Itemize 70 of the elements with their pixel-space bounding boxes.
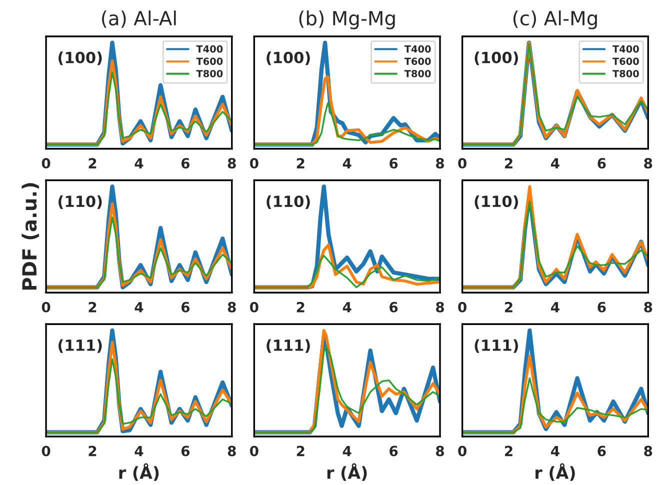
x-tick-label: 4 — [342, 446, 352, 456]
x-tick-label: 4 — [551, 158, 560, 168]
x-tick-label: 2 — [296, 158, 304, 168]
legend-label: T600 — [196, 58, 223, 65]
x-tick-label: 0 — [458, 446, 466, 456]
x-tick-label: 2 — [505, 446, 512, 456]
x-tick-label: 2 — [505, 158, 512, 168]
x-tick-label: 4 — [134, 158, 144, 168]
annotation: (100) — [266, 51, 310, 66]
legend-label: T600 — [404, 58, 431, 65]
chart-title: (a) Al-Al — [102, 10, 176, 28]
x-tick-label: 0 — [42, 446, 50, 456]
annotation: (100) — [58, 51, 102, 66]
legend-label: T600 — [612, 58, 639, 65]
x-tick-label: 8 — [436, 302, 444, 312]
x-tick-label: 8 — [228, 302, 236, 312]
x-tick-label: 6 — [390, 446, 398, 456]
x-tick-label: 4 — [342, 302, 352, 312]
x-tick-label: 8 — [228, 446, 236, 456]
x-tick-label: 2 — [88, 158, 96, 168]
x-tick-label: 2 — [296, 446, 304, 456]
annotation: (100) — [474, 51, 518, 66]
x-tick-label: 4 — [342, 158, 352, 168]
x-tick-label: 2 — [505, 302, 512, 312]
x-tick-label: 6 — [181, 158, 190, 169]
x-tick-label: 8 — [644, 302, 652, 312]
x-tick-label: 6 — [181, 302, 190, 312]
x-axis-title: r (Å) — [119, 463, 159, 481]
chart-title: (c) Al-Mg — [513, 10, 597, 30]
x-tick-label: 6 — [181, 446, 190, 456]
x-tick-label: 0 — [250, 302, 258, 312]
annotation: (111) — [266, 339, 310, 353]
x-tick-label: 4 — [551, 302, 560, 312]
x-tick-label: 2 — [88, 302, 96, 312]
annotation: (111) — [58, 339, 102, 353]
x-tick-label: 6 — [598, 302, 606, 312]
x-tick-label: 2 — [88, 446, 96, 456]
y-axis-title: PDF (a.u.) — [22, 183, 40, 290]
legend-label: T800 — [404, 70, 431, 78]
x-tick-label: 0 — [458, 158, 466, 169]
legend-label: T400 — [404, 45, 431, 53]
legend-label: T400 — [196, 45, 223, 53]
x-tick-label: 4 — [134, 302, 144, 312]
x-tick-label: 8 — [436, 446, 444, 456]
annotation: (110) — [58, 195, 102, 209]
legend-label: T800 — [612, 70, 639, 78]
x-tick-label: 0 — [42, 302, 50, 312]
x-tick-label: 4 — [134, 446, 144, 456]
x-tick-label: 6 — [390, 158, 398, 169]
x-tick-label: 8 — [644, 446, 652, 456]
legend-label: T800 — [196, 70, 223, 78]
x-tick-label: 8 — [436, 158, 444, 169]
legend-label: T400 — [612, 45, 639, 53]
x-tick-label: 6 — [598, 158, 606, 169]
x-tick-label: 8 — [644, 158, 652, 169]
annotation: (110) — [474, 195, 518, 209]
x-tick-label: 0 — [250, 446, 258, 456]
annotation: (110) — [266, 195, 310, 209]
x-tick-label: 0 — [458, 302, 466, 312]
x-tick-label: 2 — [296, 302, 304, 312]
x-axis-title: r (Å) — [536, 463, 575, 481]
x-tick-label: 6 — [390, 302, 398, 312]
x-axis-title: r (Å) — [327, 463, 367, 481]
x-tick-label: 4 — [551, 446, 560, 456]
chart-title: (b) Mg-Mg — [299, 10, 395, 30]
annotation: (111) — [474, 339, 518, 353]
x-tick-label: 0 — [42, 158, 50, 169]
x-tick-label: 8 — [228, 158, 236, 169]
x-tick-label: 6 — [598, 446, 606, 456]
x-tick-label: 0 — [250, 158, 258, 169]
